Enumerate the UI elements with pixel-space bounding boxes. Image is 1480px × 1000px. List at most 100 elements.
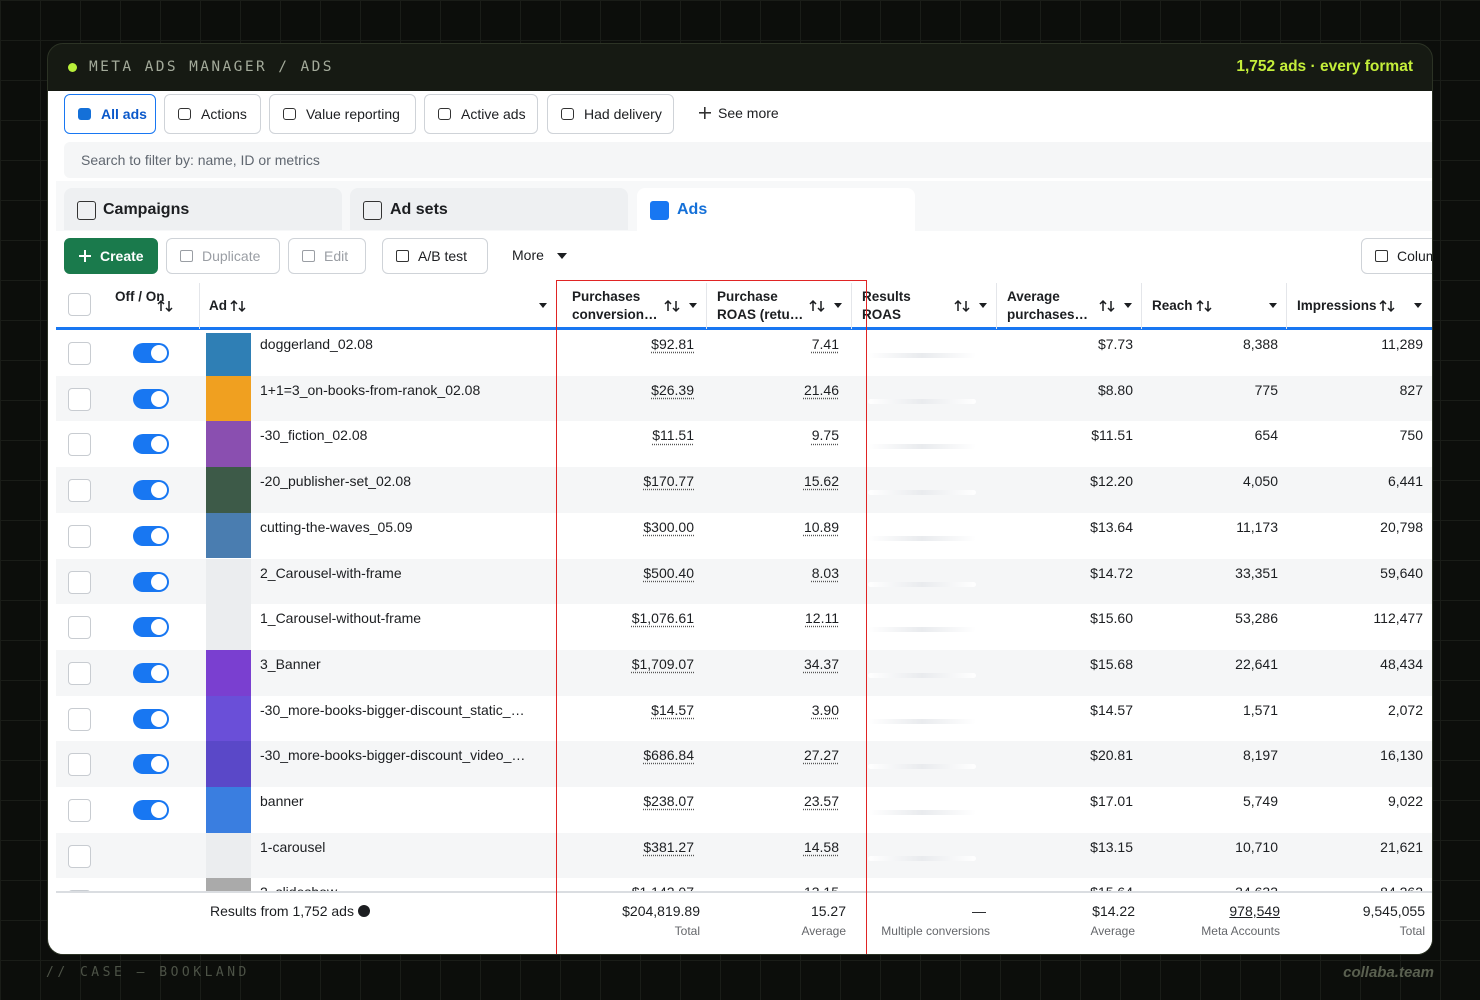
ad-name[interactable]: cutting-the-waves_05.09	[260, 518, 413, 535]
toggle[interactable]	[133, 617, 169, 638]
row-checkbox[interactable]	[68, 524, 91, 548]
metric-cell[interactable]: 23.57	[803, 793, 839, 809]
toggle[interactable]	[133, 571, 169, 592]
action-button[interactable]: More	[500, 238, 580, 274]
row-checkbox[interactable]	[68, 387, 91, 411]
filter-tab[interactable]: Value reporting	[269, 94, 416, 134]
row-checkbox[interactable]	[68, 433, 91, 457]
toggle[interactable]	[133, 800, 169, 820]
column-header[interactable]: Reach	[1152, 298, 1193, 313]
filter-tab[interactable]: Actions	[164, 94, 261, 134]
row-checkbox[interactable]	[68, 844, 91, 868]
column-menu[interactable]	[834, 303, 842, 308]
ad-name[interactable]: -30_fiction_02.08	[260, 427, 368, 444]
row-checkbox[interactable]	[68, 570, 91, 594]
ad-name[interactable]: 1_Carousel-without-frame	[260, 610, 422, 627]
toggle[interactable]	[133, 708, 169, 729]
column-header[interactable]: Purchases conversion…	[572, 289, 658, 322]
metric-cell[interactable]: 9.75	[811, 427, 839, 444]
metric-cell[interactable]: $381.27	[643, 838, 694, 855]
metric-cell[interactable]: 7.41	[811, 336, 839, 352]
column-header[interactable]: Average purchases…	[1007, 289, 1089, 322]
sort-icon[interactable]	[664, 299, 680, 313]
column-header[interactable]: Impressions	[1297, 298, 1377, 313]
sort-icon[interactable]	[230, 299, 246, 313]
column-header[interactable]: Purchase ROAS (retu…	[717, 289, 804, 322]
metric-cell[interactable]: 21.46	[803, 381, 839, 398]
ad-name[interactable]: 1-carousel	[260, 838, 326, 855]
metric-cell[interactable]: $1,709.07	[631, 655, 694, 672]
ad-name[interactable]: -30_more-books-bigger-discount_video_…	[260, 747, 526, 764]
metric-cell[interactable]: 27.27	[803, 747, 839, 764]
ad-name[interactable]: -20_publisher-set_02.08	[260, 473, 411, 490]
action-button[interactable]: Create	[64, 238, 158, 274]
ad-name[interactable]: 2_Carousel-with-frame	[260, 564, 402, 581]
column-menu[interactable]	[689, 303, 697, 308]
metric-cell[interactable]: $14.57	[651, 701, 694, 718]
row-checkbox[interactable]	[68, 479, 91, 503]
action-button[interactable]: Columns	[1361, 238, 1432, 274]
column-header[interactable]: Off / On	[115, 289, 165, 304]
metric-cell[interactable]: $300.00	[643, 518, 694, 535]
row-checkbox[interactable]	[68, 707, 91, 731]
toggle[interactable]	[133, 662, 169, 683]
metric-cell[interactable]: 15.62	[803, 473, 839, 490]
metric-cell[interactable]: 34.37	[803, 655, 839, 672]
search-box[interactable]: Search to filter by: name, ID or metrics	[64, 142, 1432, 178]
column-menu[interactable]	[1124, 303, 1132, 308]
sort-icon[interactable]	[809, 299, 825, 313]
header-checkbox[interactable]	[68, 293, 91, 316]
metric-cell[interactable]: $170.77	[643, 473, 694, 490]
column-menu[interactable]	[539, 303, 547, 308]
action-button[interactable]: Edit	[288, 238, 366, 274]
sort-icon[interactable]	[1379, 299, 1395, 313]
action-button[interactable]: A/B test	[382, 238, 488, 274]
column-menu[interactable]	[1269, 303, 1277, 308]
sort-icon[interactable]	[954, 299, 970, 313]
row-checkbox[interactable]	[68, 799, 91, 822]
filter-tab[interactable]: All ads	[64, 94, 156, 134]
metric-cell[interactable]: $1,142.07	[632, 884, 694, 891]
toggle[interactable]	[133, 343, 169, 363]
row-checkbox[interactable]	[68, 616, 91, 640]
metric-cell[interactable]: $92.81	[651, 336, 694, 352]
row-checkbox[interactable]	[68, 661, 91, 685]
metric-cell[interactable]: $1,076.61	[631, 610, 694, 627]
toggle[interactable]	[133, 525, 169, 546]
ad-name[interactable]: 1+1=3_on-books-from-ranok_02.08	[260, 381, 481, 398]
sort-icon[interactable]	[1099, 299, 1115, 313]
metric-cell[interactable]: 13.15	[804, 884, 839, 891]
filter-tab[interactable]: See more	[694, 94, 794, 134]
action-button[interactable]: Duplicate	[166, 238, 280, 274]
metric-cell[interactable]: $26.39	[651, 381, 694, 398]
toggle[interactable]	[133, 388, 169, 409]
toggle[interactable]	[133, 434, 169, 455]
metric-cell[interactable]: $11.51	[652, 427, 694, 444]
metric-cell[interactable]: 8.03	[811, 564, 839, 581]
column-menu[interactable]	[979, 303, 987, 308]
column-menu[interactable]	[1414, 303, 1422, 308]
column-header[interactable]: Ad	[209, 298, 227, 313]
ad-name[interactable]: 2_slideshow	[260, 884, 550, 891]
row-checkbox[interactable]	[68, 342, 91, 365]
toggle[interactable]	[133, 754, 169, 775]
ad-name[interactable]: -30_more-books-bigger-discount_static_…	[260, 701, 525, 718]
metric-cell[interactable]: 12.11	[805, 610, 839, 627]
sort-icon[interactable]	[157, 299, 173, 313]
filter-tab[interactable]: Had delivery	[547, 94, 674, 134]
level-tab[interactable]: Ad sets	[350, 188, 628, 230]
level-tab[interactable]: Ads	[637, 188, 915, 232]
ad-name[interactable]: banner	[260, 793, 304, 809]
level-tab[interactable]: Campaigns	[64, 188, 342, 230]
row-checkbox[interactable]	[68, 753, 91, 777]
sort-icon[interactable]	[1196, 299, 1212, 313]
metric-cell[interactable]: 3.90	[811, 701, 839, 718]
metric-cell[interactable]: $238.07	[643, 793, 694, 809]
metric-cell[interactable]: 10.89	[803, 518, 839, 535]
metric-cell[interactable]: $500.40	[643, 564, 694, 581]
toggle[interactable]	[133, 480, 169, 501]
filter-tab[interactable]: Active ads	[424, 94, 538, 134]
metric-cell[interactable]: $686.84	[643, 747, 694, 764]
ad-name[interactable]: doggerland_02.08	[260, 336, 373, 352]
metric-cell[interactable]: 14.58	[803, 838, 839, 855]
